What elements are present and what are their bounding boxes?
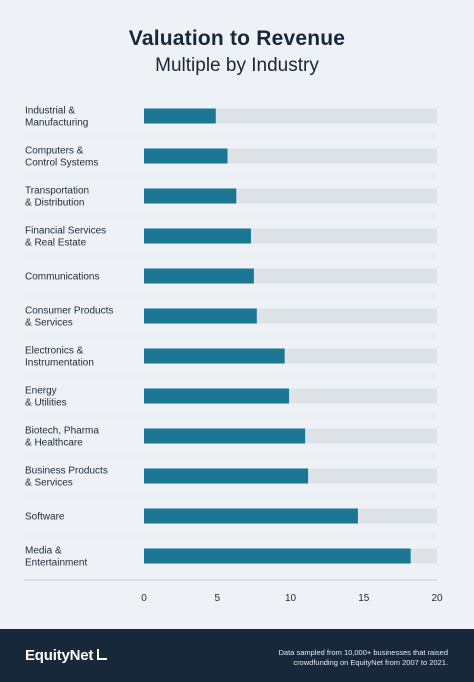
category-label: Consumer Products & Services: [25, 306, 113, 329]
footer: EquityNet Data sampled from 10,000+ busi…: [0, 629, 474, 682]
category-label-line: Instrumentation: [25, 358, 94, 369]
category-label-line: Financial Services: [25, 226, 106, 237]
x-tick-label: 5: [214, 593, 220, 604]
category-label: Software: [25, 512, 65, 523]
category-label-line: & Services: [25, 318, 73, 329]
category-label-line: Communications: [25, 272, 99, 283]
corner-bracket-icon: [97, 649, 108, 660]
category-label-line: & Healthcare: [25, 438, 83, 449]
bar: [144, 148, 228, 164]
brand-logo[interactable]: EquityNet: [25, 647, 108, 664]
bar: [144, 508, 358, 524]
bar: [144, 348, 285, 364]
category-label: Biotech, Pharma & Healthcare: [25, 426, 99, 449]
chart-header: Valuation to Revenue Multiple by Industr…: [0, 26, 474, 78]
bar: [144, 268, 254, 284]
category-label-line: Entertainment: [25, 558, 87, 569]
category-label-line: Consumer Products: [25, 306, 113, 317]
category-label: Business Products & Services: [25, 466, 108, 489]
bar: [144, 388, 290, 404]
brand-name: EquityNet: [25, 647, 94, 664]
category-label-line: Industrial &: [25, 106, 75, 117]
category-label-line: & Utilities: [25, 398, 67, 409]
category-label: Industrial & Manufacturing: [25, 106, 88, 129]
category-label-line: & Real Estate: [25, 238, 87, 249]
bar: [144, 228, 251, 244]
category-label-line: Business Products: [25, 466, 108, 477]
category-label-line: & Services: [25, 478, 73, 489]
category-label: Energy & Utilities: [25, 386, 67, 409]
footer-note: Data sampled from 10,000+ businesses tha…: [278, 648, 448, 667]
category-label-line: Computers &: [25, 146, 84, 157]
category-label: Financial Services & Real Estate: [25, 226, 106, 249]
category-label: Media & Entertainment: [25, 546, 87, 569]
bar-track: [144, 108, 437, 124]
x-tick-label: 15: [358, 593, 370, 604]
bar: [144, 548, 411, 564]
chart-subtitle: Multiple by Industry: [155, 55, 319, 76]
x-tick-label: 10: [285, 593, 297, 604]
category-label-line: Software: [25, 512, 65, 523]
x-tick-label: 0: [141, 593, 147, 604]
category-label-line: & Distribution: [25, 198, 84, 209]
category-label-line: Energy: [25, 386, 57, 397]
chart-title: Valuation to Revenue: [128, 27, 346, 50]
category-label-line: Transportation: [25, 186, 89, 197]
category-label: Computers & Control Systems: [25, 146, 98, 169]
category-label-line: Media &: [25, 546, 62, 557]
x-tick-label: 20: [431, 593, 443, 604]
category-label: Transportation & Distribution: [25, 186, 89, 209]
category-label-line: Biotech, Pharma: [25, 426, 99, 437]
bar: [144, 468, 309, 484]
bar: [144, 188, 237, 204]
bar: [144, 108, 216, 124]
category-label-line: Manufacturing: [25, 118, 88, 129]
category-label: Communications: [25, 272, 99, 283]
category-label-line: Control Systems: [25, 158, 98, 169]
category-label-line: Electronics &: [25, 346, 84, 357]
bar-chart: Industrial & Manufacturing Computers & Cont…: [24, 106, 443, 604]
bar: [144, 308, 257, 324]
category-label: Electronics & Instrumentation: [25, 346, 94, 369]
bar: [144, 428, 306, 444]
